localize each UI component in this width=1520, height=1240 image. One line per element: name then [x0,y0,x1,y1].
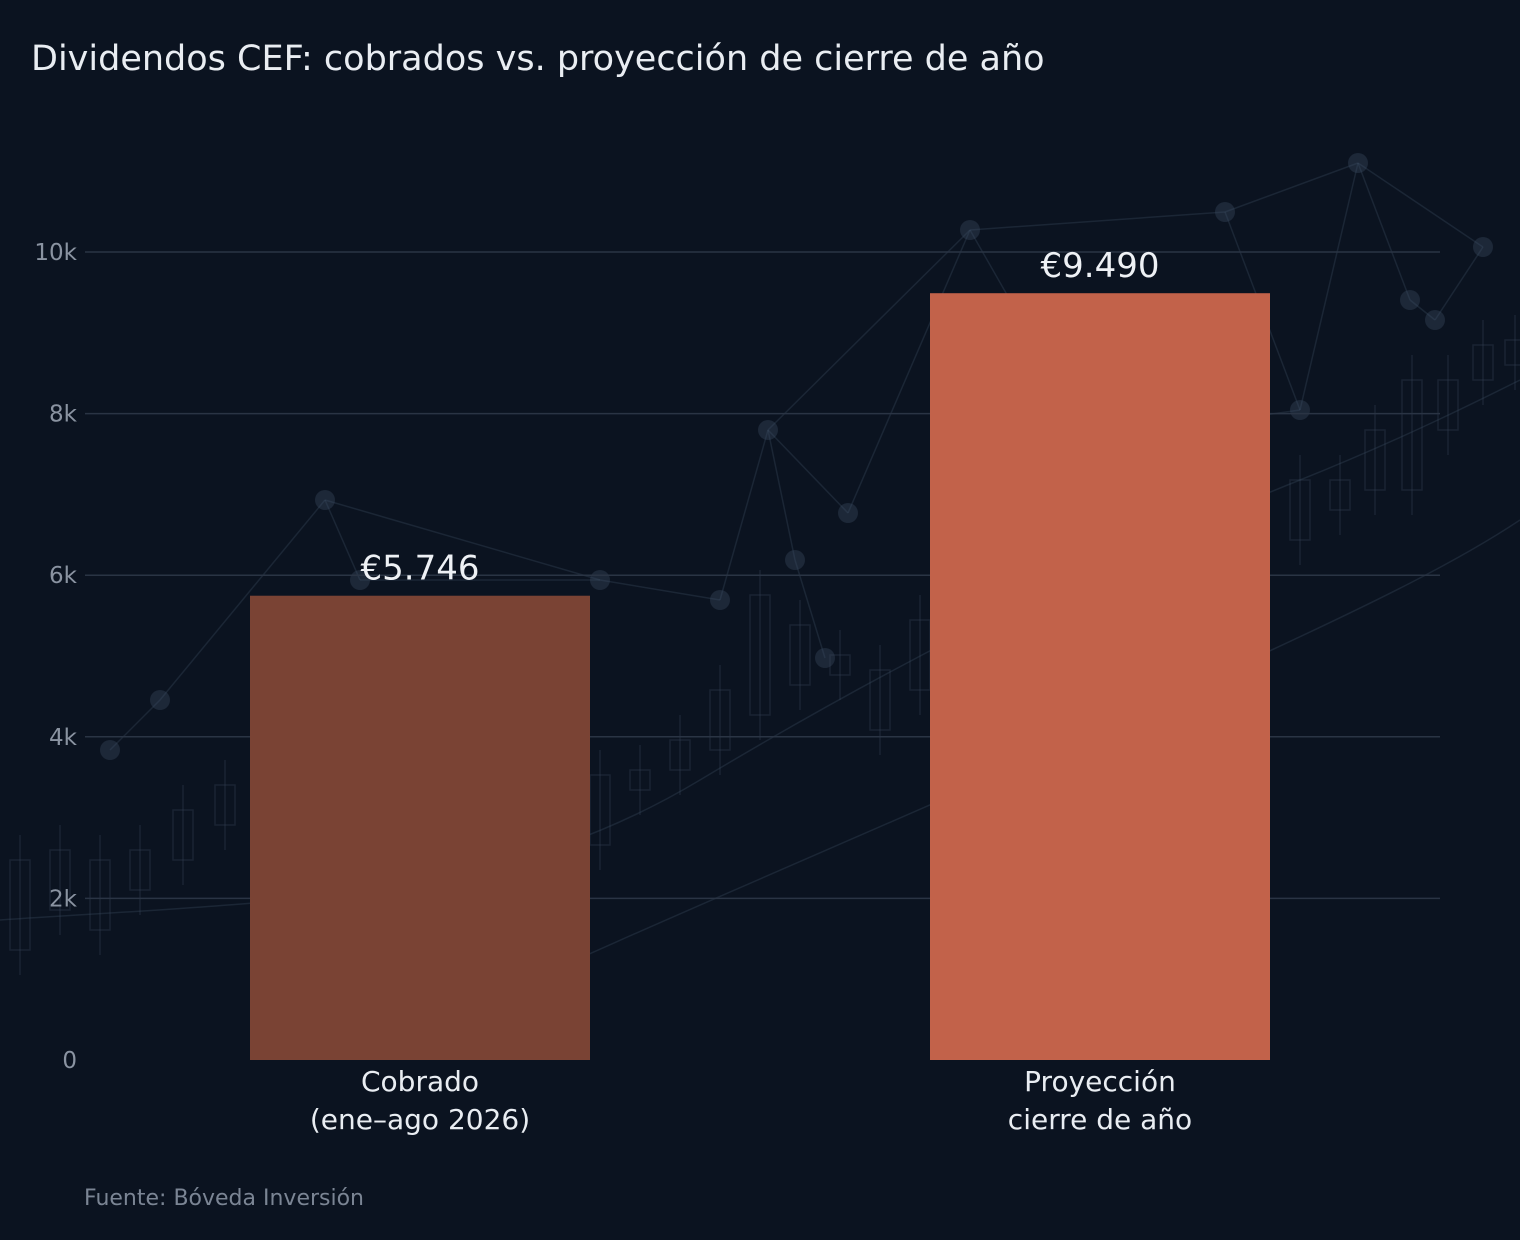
background-node [960,220,980,240]
background-candle [1504,339,1520,366]
x-tick-label-line: Proyección [1024,1065,1176,1098]
y-tick-label: 4k [49,725,78,751]
y-tick-label: 0 [62,1048,77,1074]
background-link [847,229,971,514]
background-candle [789,624,811,686]
background-link [159,499,326,701]
background-candle [829,654,851,676]
background-link [719,429,769,601]
source-note: Fuente: Bóveda Inversión [84,1186,364,1211]
background-link [1299,162,1359,411]
x-tick-label-line: (ene–ago 2026) [310,1103,530,1136]
y-tick-label: 2k [49,886,78,912]
bars [250,293,1270,1060]
background-link [1357,162,1411,301]
background-node [590,570,610,590]
background-node [785,550,805,570]
y-tick-label: 8k [49,402,78,428]
background-node [1473,237,1493,257]
background-node [1400,290,1420,310]
background-link [1224,162,1359,213]
background-link [969,211,1226,231]
background-candle [9,859,31,951]
background-node [100,740,120,760]
background-candle [1289,479,1311,541]
background-link [794,559,826,659]
y-tick-label: 10k [34,240,77,266]
background-link [767,429,796,561]
background-link [324,499,601,581]
background-candle [1437,379,1459,431]
background-node [1348,153,1368,173]
x-tick-label-line: cierre de año [1008,1103,1192,1136]
x-tick-label: Cobrado (ene–ago 2026) [310,1065,530,1136]
background-node [838,503,858,523]
y-axis-ticks: 0 2k 4k 6k 8k 10k [34,240,77,1074]
data-labels: €5.746 €9.490 [361,246,1160,589]
background-node [1290,400,1310,420]
background-candle [1364,429,1386,491]
background-link [1409,299,1436,321]
x-tick-label-line: Cobrado [361,1065,479,1098]
background-link [324,499,361,581]
background-node [1215,202,1235,222]
background-node [150,690,170,710]
background-link [1434,246,1484,321]
background-candle [629,769,651,791]
background-candle [172,809,194,861]
background-candle [669,739,691,771]
background-node [758,420,778,440]
background-candle [129,849,151,891]
background-candle [709,689,731,751]
chart-title: Dividendos CEF: cobrados vs. proyección … [31,39,1045,79]
x-tick-label: Proyección cierre de año [1008,1065,1192,1136]
data-label: €5.746 [361,549,480,589]
background-candle [749,594,771,716]
background-link [599,579,721,601]
background-candle [1472,344,1494,381]
bar [930,293,1270,1060]
background-candle [89,859,111,931]
background-link [1357,162,1484,248]
background-link [767,429,849,514]
background-decoration [0,153,1520,1041]
background-candle [869,669,891,731]
background-candle [49,849,71,911]
background-node [815,648,835,668]
y-tick-label: 6k [49,563,78,589]
background-candle [214,784,236,826]
background-node [1425,310,1445,330]
background-node [315,490,335,510]
background-candle [1329,479,1351,511]
background-node [710,590,730,610]
background-link [109,699,161,751]
data-label: €9.490 [1041,246,1160,286]
bar [250,595,590,1060]
background-link [767,229,971,431]
background-candle [1401,379,1423,491]
x-axis-labels: Cobrado (ene–ago 2026) Proyección cierre de… [310,1065,1192,1136]
